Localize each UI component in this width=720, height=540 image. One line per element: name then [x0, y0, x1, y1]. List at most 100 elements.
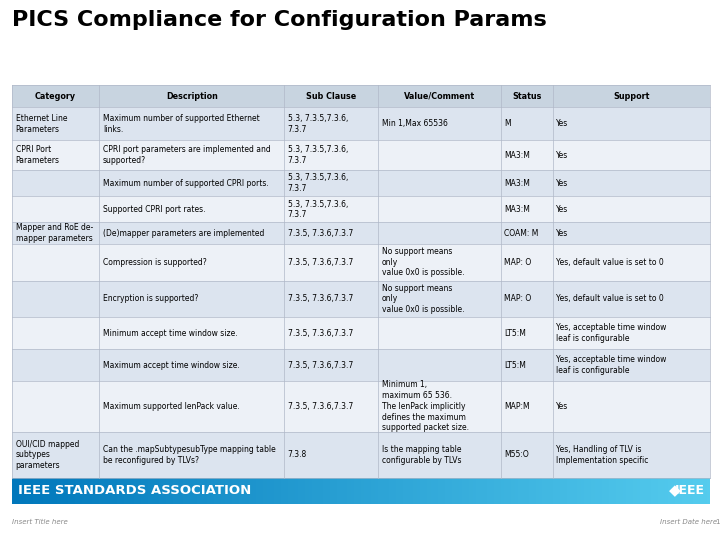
Bar	[451, 478, 455, 504]
Bar	[200, 478, 204, 504]
Bar	[158, 478, 162, 504]
Bar	[124, 478, 127, 504]
Bar	[585, 478, 588, 504]
Bar	[26, 478, 30, 504]
Bar	[508, 478, 511, 504]
Text: 7.3.5, 7.3.6,7.3.7: 7.3.5, 7.3.6,7.3.7	[288, 258, 353, 267]
Text: MA3:M: MA3:M	[504, 179, 530, 188]
Bar	[330, 478, 333, 504]
Bar	[473, 478, 476, 504]
Bar	[389, 478, 392, 504]
Bar	[43, 478, 47, 504]
Bar	[225, 478, 228, 504]
Bar	[232, 478, 235, 504]
Bar	[30, 478, 33, 504]
Bar	[672, 478, 675, 504]
Text: Insert Title here: Insert Title here	[12, 519, 68, 525]
Text: Yes: Yes	[557, 205, 569, 214]
Bar	[176, 478, 179, 504]
Bar	[657, 478, 661, 504]
Text: 5.3, 7.3.5,7.3.6,
7.3.7: 5.3, 7.3.5,7.3.6, 7.3.7	[288, 199, 348, 219]
Text: Supported CPRI port rates.: Supported CPRI port rates.	[103, 205, 205, 214]
Bar	[459, 478, 462, 504]
Bar	[0, 504, 720, 540]
Text: MAP: O: MAP: O	[504, 294, 531, 303]
Bar	[406, 478, 410, 504]
Text: Yes, Handling of TLV is
Implementation specific: Yes, Handling of TLV is Implementation s…	[557, 445, 649, 464]
Bar	[396, 478, 400, 504]
Bar	[270, 478, 274, 504]
Bar	[392, 478, 396, 504]
Bar	[640, 478, 644, 504]
Bar	[420, 478, 424, 504]
Bar	[462, 478, 466, 504]
Bar	[109, 478, 113, 504]
Bar	[239, 478, 243, 504]
Bar	[319, 478, 323, 504]
Bar	[469, 478, 473, 504]
Bar	[298, 478, 302, 504]
Text: Mapper and RoE de-
mapper parameters: Mapper and RoE de- mapper parameters	[16, 223, 93, 243]
Text: M: M	[504, 119, 510, 128]
Bar	[431, 478, 434, 504]
Text: MA3:M: MA3:M	[504, 205, 530, 214]
Text: IEEE STANDARDS ASSOCIATION: IEEE STANDARDS ASSOCIATION	[18, 484, 251, 497]
Text: Yes, default value is set to 0: Yes, default value is set to 0	[557, 258, 665, 267]
Bar	[253, 478, 256, 504]
Bar	[82, 478, 85, 504]
Bar	[130, 478, 134, 504]
Text: Minimum 1,
maximum 65 536.
The lenPack implicitly
defines the maximum
supported : Minimum 1, maximum 65 536. The lenPack i…	[382, 380, 469, 433]
Bar	[665, 478, 668, 504]
Bar	[455, 478, 459, 504]
Bar	[612, 478, 616, 504]
Text: Maximum number of supported CPRI ports.: Maximum number of supported CPRI ports.	[103, 179, 269, 188]
Bar	[40, 478, 43, 504]
Bar	[490, 478, 494, 504]
Bar	[294, 478, 298, 504]
Bar	[539, 478, 542, 504]
Bar	[12, 281, 710, 318]
Bar	[315, 478, 319, 504]
Bar	[218, 478, 222, 504]
Bar	[368, 478, 372, 504]
Bar	[340, 478, 343, 504]
Bar	[68, 478, 71, 504]
Text: ◆: ◆	[669, 483, 681, 498]
Bar	[685, 478, 689, 504]
Bar	[602, 478, 606, 504]
Text: Can the .mapSubtypesubType mapping table
be reconfigured by TLVs?: Can the .mapSubtypesubType mapping table…	[103, 445, 276, 464]
Text: Yes, default value is set to 0: Yes, default value is set to 0	[557, 294, 665, 303]
Bar	[521, 478, 525, 504]
Bar	[117, 478, 120, 504]
Bar	[400, 478, 403, 504]
Bar	[557, 478, 560, 504]
Bar	[351, 478, 354, 504]
Bar	[186, 478, 190, 504]
Bar	[173, 478, 176, 504]
Bar	[619, 478, 623, 504]
Bar	[445, 478, 449, 504]
Text: 5.3, 7.3.5,7.3.6,
7.3.7: 5.3, 7.3.5,7.3.6, 7.3.7	[288, 145, 348, 165]
Bar	[274, 478, 277, 504]
Text: (De)mapper parameters are implemented: (De)mapper parameters are implemented	[103, 228, 264, 238]
Bar	[127, 478, 130, 504]
Bar	[661, 478, 665, 504]
Bar	[700, 478, 703, 504]
Bar	[107, 478, 109, 504]
Bar	[256, 478, 260, 504]
Bar	[515, 478, 518, 504]
Bar	[284, 478, 288, 504]
Bar	[358, 478, 361, 504]
Bar	[343, 478, 347, 504]
Bar	[375, 478, 379, 504]
Text: 7.3.5, 7.3.6,7.3.7: 7.3.5, 7.3.6,7.3.7	[288, 361, 353, 370]
Bar	[553, 478, 557, 504]
Bar	[162, 478, 166, 504]
Bar	[12, 478, 16, 504]
Bar	[12, 244, 710, 281]
Bar	[288, 478, 291, 504]
Bar	[487, 478, 490, 504]
Bar	[333, 478, 336, 504]
Bar	[92, 478, 96, 504]
Bar	[441, 478, 445, 504]
